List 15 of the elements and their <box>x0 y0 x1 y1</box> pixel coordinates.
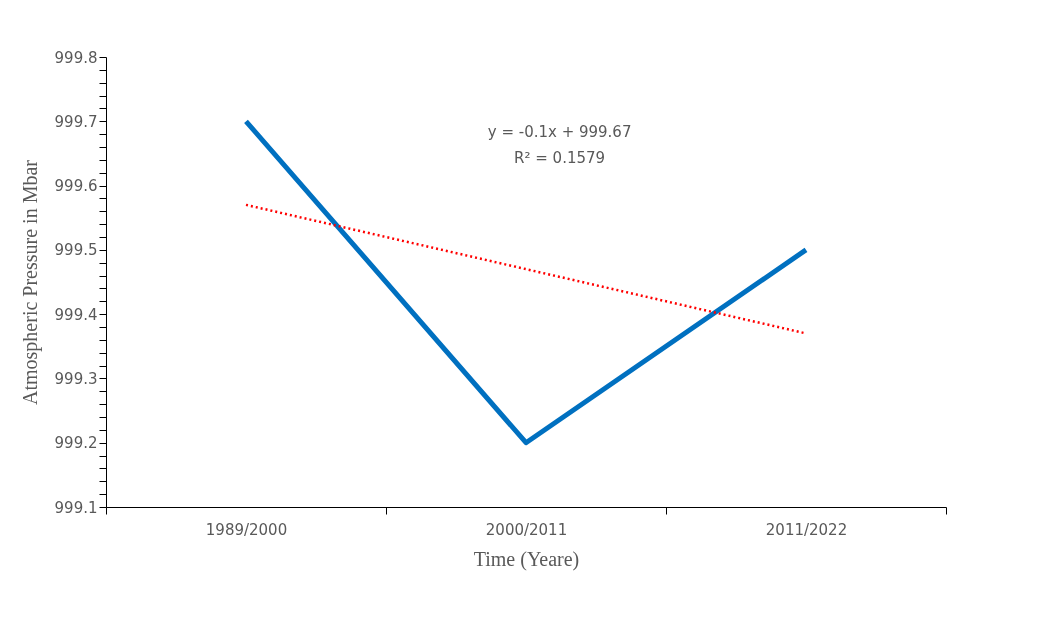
annotation: y = -0.1x + 999.67 <box>487 123 632 141</box>
y-axis-title: Atmospheric Pressure in Mbar <box>18 159 42 405</box>
annotation: R² = 0.1579 <box>514 149 606 167</box>
y-tick-label: 999.3 <box>54 369 98 388</box>
x-tick-label: 2011/2022 <box>765 520 848 539</box>
y-tick-label: 999.2 <box>54 434 98 453</box>
y-tick-label: 999.6 <box>54 177 98 196</box>
y-tick-label: 999.1 <box>54 498 98 517</box>
x-tick-label: 2000/2011 <box>485 520 568 539</box>
y-tick-label: 999.4 <box>54 305 98 324</box>
y-tick-label: 999.7 <box>54 112 98 131</box>
x-axis-title: Time (Yeare) <box>473 547 580 571</box>
x-tick-label: 1989/2000 <box>205 520 288 539</box>
y-tick-label: 999.8 <box>54 48 98 67</box>
y-tick-label: 999.5 <box>54 241 98 260</box>
